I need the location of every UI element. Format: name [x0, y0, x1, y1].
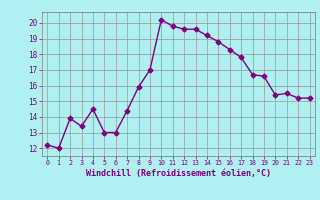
X-axis label: Windchill (Refroidissement éolien,°C): Windchill (Refroidissement éolien,°C)	[86, 169, 271, 178]
